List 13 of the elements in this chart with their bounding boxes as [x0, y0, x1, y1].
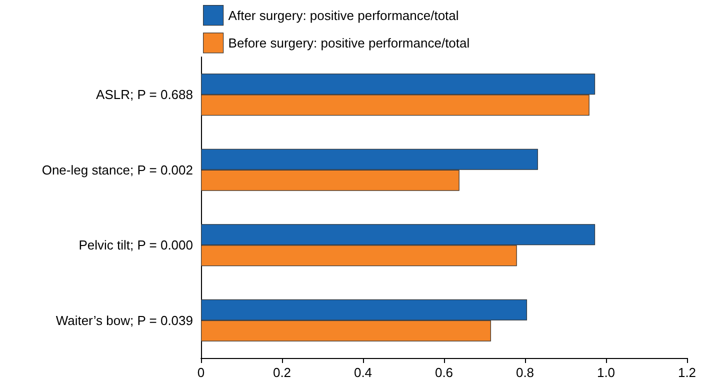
legend-label: Before surgery: positive performance/total — [228, 35, 470, 50]
x-tick-label: 1.2 — [678, 365, 696, 380]
x-tick-label: 0.6 — [434, 365, 454, 380]
y-tick-label: ASLR; P = 0.688 — [96, 87, 193, 102]
y-tick-label: One-leg stance; P = 0.002 — [42, 162, 193, 178]
x-tick-label: 0.2 — [272, 365, 292, 380]
legend-label: After surgery: positive performance/total — [228, 8, 459, 23]
y-tick-label: Waiter’s bow; P = 0.039 — [56, 312, 193, 328]
x-tick-label: 1.0 — [596, 365, 616, 380]
x-tick-label: 0.4 — [354, 365, 372, 380]
x-tick-label: 0 — [197, 365, 205, 380]
x-tick-label: 0.8 — [516, 365, 534, 380]
y-tick-label: Pelvic tilt; P = 0.000 — [78, 238, 193, 253]
